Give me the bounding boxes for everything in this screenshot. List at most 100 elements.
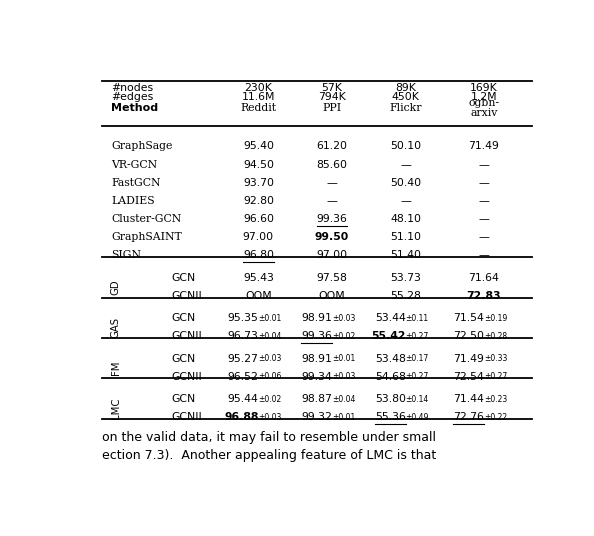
Text: 99.36: 99.36 (317, 214, 347, 224)
Text: 54.68: 54.68 (375, 372, 406, 382)
Text: ±0.23: ±0.23 (484, 394, 507, 404)
Text: 72.50: 72.50 (453, 331, 484, 341)
Text: GCNII: GCNII (171, 331, 202, 341)
Text: ±0.06: ±0.06 (258, 372, 282, 381)
Text: 169K: 169K (470, 83, 498, 93)
Text: 96.88: 96.88 (224, 412, 258, 422)
Text: VR-GCN: VR-GCN (111, 160, 157, 169)
Text: Cluster-GCN: Cluster-GCN (111, 214, 181, 224)
Text: 95.27: 95.27 (228, 354, 258, 363)
Text: ±0.03: ±0.03 (258, 413, 282, 422)
Text: GCN: GCN (171, 354, 195, 363)
Text: 72.83: 72.83 (467, 291, 501, 301)
Text: LMC: LMC (110, 397, 121, 419)
Text: 98.87: 98.87 (301, 394, 332, 404)
Text: —: — (400, 196, 411, 206)
Text: —: — (479, 232, 489, 242)
Text: GCN: GCN (171, 394, 195, 404)
Text: 98.91: 98.91 (301, 354, 332, 363)
Text: 85.60: 85.60 (317, 160, 347, 169)
Text: 95.35: 95.35 (228, 313, 258, 323)
Text: —: — (400, 160, 411, 169)
Text: OOM: OOM (318, 291, 346, 301)
Text: —: — (479, 196, 489, 206)
Text: FastGCN: FastGCN (111, 178, 160, 188)
Text: —: — (479, 214, 489, 224)
Text: 53.44: 53.44 (375, 313, 406, 323)
Text: —: — (479, 178, 489, 188)
Text: ±0.02: ±0.02 (258, 394, 282, 404)
Text: ±0.28: ±0.28 (484, 332, 507, 341)
Text: ±0.04: ±0.04 (332, 394, 355, 404)
Text: 98.91: 98.91 (301, 313, 332, 323)
Text: #nodes: #nodes (111, 83, 153, 93)
Text: ±0.03: ±0.03 (332, 372, 355, 381)
Text: 50.10: 50.10 (390, 142, 421, 152)
Text: Reddit: Reddit (241, 103, 276, 114)
Text: ±0.03: ±0.03 (332, 314, 355, 323)
Text: GCNII: GCNII (171, 372, 202, 382)
Text: PPI: PPI (323, 103, 342, 114)
Text: SIGN: SIGN (111, 250, 141, 260)
Text: 794K: 794K (318, 92, 346, 101)
Text: on the valid data, it may fail to resemble under small: on the valid data, it may fail to resemb… (102, 431, 436, 444)
Text: 99.36: 99.36 (301, 331, 332, 341)
Text: ±0.01: ±0.01 (332, 413, 355, 422)
Text: GD: GD (110, 279, 121, 295)
Text: 95.44: 95.44 (228, 394, 258, 404)
Text: LADIES: LADIES (111, 196, 154, 206)
Text: ±0.04: ±0.04 (258, 332, 282, 341)
Text: GraphSage: GraphSage (111, 142, 172, 152)
Text: 61.20: 61.20 (317, 142, 347, 152)
Text: 53.80: 53.80 (375, 394, 406, 404)
Text: ±0.27: ±0.27 (406, 332, 429, 341)
Text: 99.34: 99.34 (301, 372, 332, 382)
Text: GCN: GCN (171, 273, 195, 282)
Text: ±0.11: ±0.11 (406, 314, 429, 323)
Text: —: — (327, 178, 337, 188)
Text: 71.49: 71.49 (469, 142, 500, 152)
Text: 1.2M: 1.2M (470, 92, 497, 101)
Text: 71.44: 71.44 (453, 394, 484, 404)
Text: 50.40: 50.40 (390, 178, 421, 188)
Text: ogbn-: ogbn- (469, 98, 500, 108)
Text: ±0.19: ±0.19 (484, 314, 507, 323)
Text: Flickr: Flickr (390, 103, 422, 114)
Text: 97.00: 97.00 (243, 232, 274, 242)
Text: ±0.01: ±0.01 (332, 354, 355, 363)
Text: 93.70: 93.70 (243, 178, 274, 188)
Text: —: — (479, 160, 489, 169)
Text: ±0.01: ±0.01 (258, 314, 282, 323)
Text: GCNII: GCNII (171, 291, 202, 301)
Text: 48.10: 48.10 (390, 214, 421, 224)
Text: 55.36: 55.36 (375, 412, 406, 422)
Text: 96.80: 96.80 (243, 250, 274, 260)
Text: ±0.27: ±0.27 (484, 372, 507, 381)
Text: 230K: 230K (245, 83, 272, 93)
Text: 450K: 450K (392, 92, 419, 101)
Text: #edges: #edges (111, 92, 153, 101)
Text: 57K: 57K (321, 83, 343, 93)
Text: GraphSAINT: GraphSAINT (111, 232, 182, 242)
Text: ±0.14: ±0.14 (406, 394, 429, 404)
Text: ±0.27: ±0.27 (406, 372, 429, 381)
Text: 96.52: 96.52 (228, 372, 258, 382)
Text: GCNII: GCNII (171, 412, 202, 422)
Text: Method: Method (111, 103, 158, 114)
Text: ±0.17: ±0.17 (406, 354, 429, 363)
Text: 71.64: 71.64 (469, 273, 500, 282)
Text: 99.50: 99.50 (315, 232, 349, 242)
Text: ±0.02: ±0.02 (332, 332, 355, 341)
Text: —: — (479, 250, 489, 260)
Text: 11.6M: 11.6M (242, 92, 275, 101)
Text: FM: FM (110, 360, 121, 375)
Text: GAS: GAS (110, 317, 121, 338)
Text: 72.76: 72.76 (453, 412, 484, 422)
Text: OOM: OOM (245, 291, 272, 301)
Text: ±0.22: ±0.22 (484, 413, 507, 422)
Text: 55.28: 55.28 (390, 291, 421, 301)
Text: 53.73: 53.73 (390, 273, 421, 282)
Text: 89K: 89K (395, 83, 416, 93)
Text: 99.32: 99.32 (301, 412, 332, 422)
Text: 55.42: 55.42 (371, 331, 406, 341)
